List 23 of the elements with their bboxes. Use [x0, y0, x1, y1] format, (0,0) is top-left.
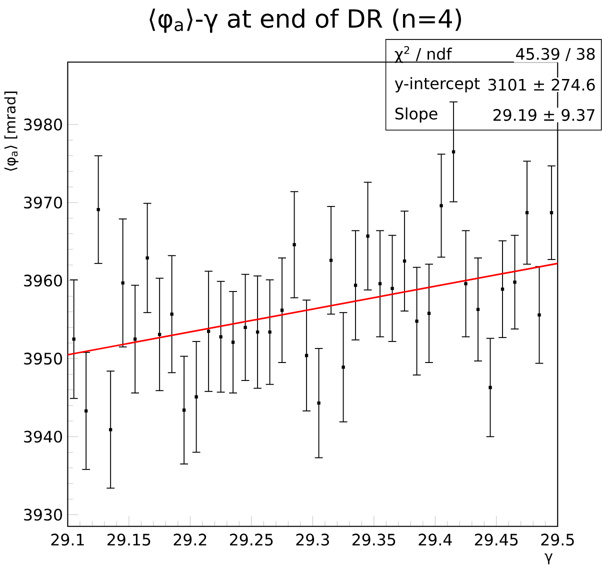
y-tick-label: 3930	[24, 508, 62, 521]
x-tick-label: 29.35	[352, 534, 396, 546]
x-tick-label: 29.15	[108, 534, 150, 546]
x-tick-label: 29.3	[296, 534, 329, 546]
annotation: y-intercept	[394, 77, 480, 93]
y-tick-label: 3970	[24, 196, 62, 209]
x-tick-label: 29.45	[474, 534, 518, 546]
x-tick-label: 29.4	[418, 534, 452, 546]
x-axis-title: γ	[544, 554, 553, 564]
text: 45.39 / 38	[516, 48, 595, 62]
y-tick-label: 3980	[24, 118, 62, 131]
annotation: Slope	[395, 108, 438, 123]
x-tick-label: 29.25	[230, 534, 273, 546]
x-tick-label: 29.2	[174, 534, 206, 546]
x-tick-label: 29.5	[541, 534, 574, 546]
y-axis-title: ⟨φ$_{a}$⟩ [mrad]	[4, 92, 18, 171]
x-tick-label: 29.1	[51, 534, 84, 546]
y-tick-label: 3950	[24, 352, 62, 365]
y-tick-label: 3940	[24, 430, 62, 443]
annotation: 29.19 ± 9.37	[493, 109, 594, 122]
y-tick-label: 3960	[24, 274, 62, 287]
annotation: 3101 ± 274.6	[488, 78, 595, 91]
chart-title: ⟨φ$_{a}$⟩-γ at end of DR (n=4)	[150, 8, 461, 33]
